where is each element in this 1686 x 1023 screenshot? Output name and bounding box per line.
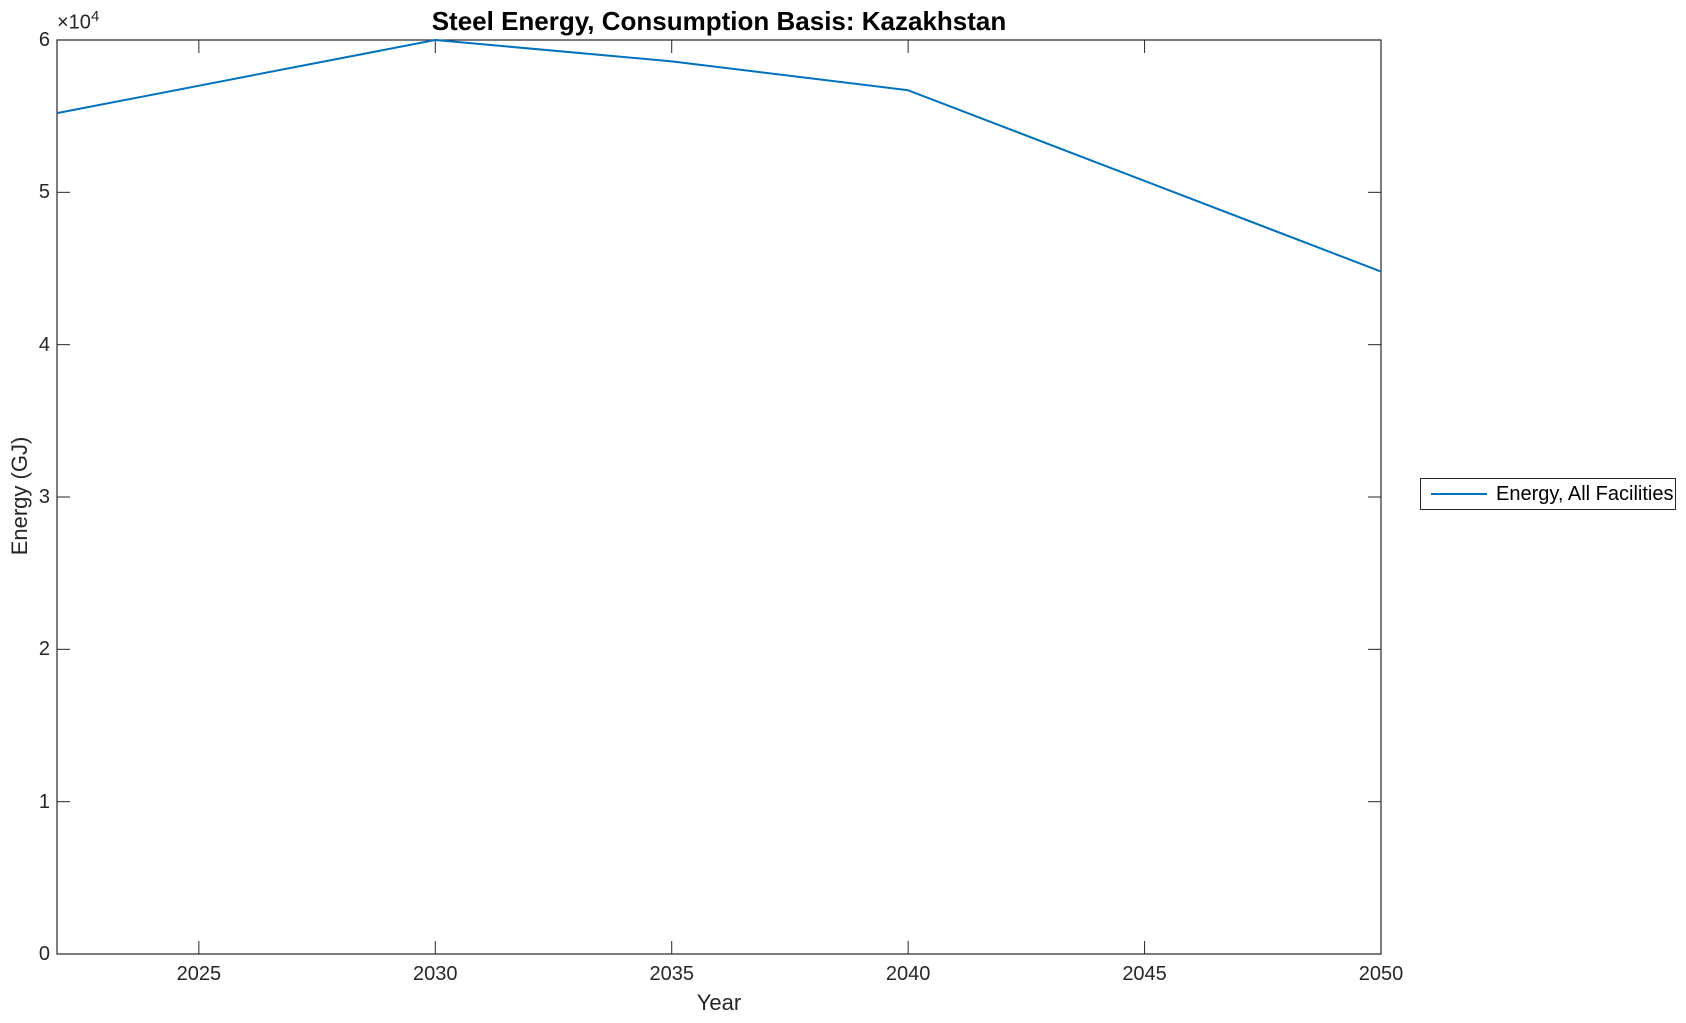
legend-line-sample: [1431, 493, 1487, 495]
x-tick-label: 2030: [413, 963, 458, 985]
x-tick-label: 2025: [176, 963, 222, 985]
y-tick-label: 3: [38, 486, 50, 508]
plot-border: [56, 39, 1382, 955]
y-tick-label: 1: [38, 790, 50, 813]
legend-entry-label: Energy, All Facilities: [1496, 482, 1674, 505]
y-tick-label: 4: [38, 333, 50, 356]
y-tick-label: 5: [38, 181, 50, 204]
x-tick-label: 2040: [885, 963, 931, 985]
y-tick-label: 2: [38, 638, 50, 661]
y-axis-label: Energy (GJ): [7, 436, 32, 556]
series-line-energy-all-facilities: [56, 39, 1382, 273]
x-tick-label: 2045: [1122, 963, 1167, 985]
legend: Energy, All Facilities: [1420, 478, 1676, 510]
y-axis-multiplier-base: ×10: [57, 11, 91, 34]
y-tick-label: 0: [38, 943, 50, 965]
x-tick-label: 2050: [1358, 963, 1404, 985]
y-axis-multiplier-label: ×104: [57, 8, 99, 35]
x-tick-label: 2035: [649, 963, 694, 985]
y-axis-multiplier-exponent: 4: [90, 8, 100, 25]
y-tick-label: 6: [38, 29, 50, 51]
chart-title: Steel Energy, Consumption Basis: Kazakhs…: [431, 6, 1007, 36]
x-axis-label: Year: [696, 990, 742, 1015]
